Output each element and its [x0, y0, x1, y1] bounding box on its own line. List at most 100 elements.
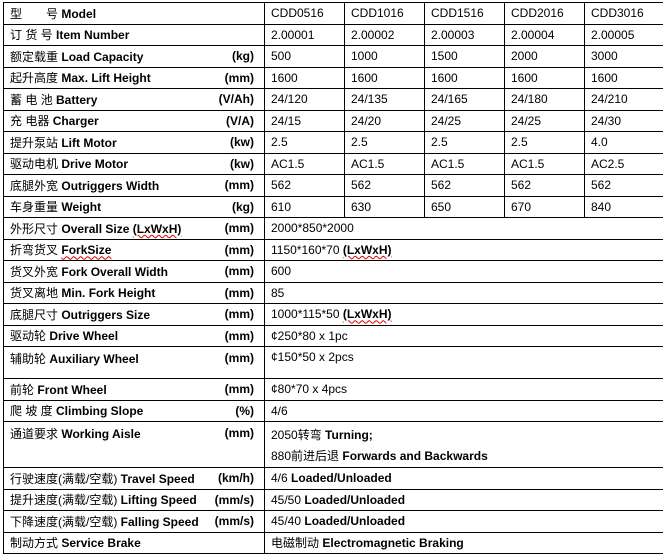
spec-label: 底腿尺寸 Outriggers Size(mm) [4, 304, 265, 326]
value-cell: ¢80*70 x 4pcs [265, 379, 663, 401]
value-cell: 45/40 Loaded/Unloaded [265, 511, 663, 533]
unit: (%) [235, 404, 254, 418]
value-cell: 1000*115*50 (LxWxH) [265, 304, 663, 326]
unit: (mm) [225, 71, 254, 85]
value-cell: 630 [345, 196, 425, 218]
table-row: 下降速度(满载/空载) Falling Speed(mm/s)45/40 Loa… [4, 511, 663, 533]
unit: (km/h) [218, 471, 254, 485]
value-cell: 24/120 [265, 89, 345, 111]
table-row: 货叉外宽 Fork Overall Width(mm)600 [4, 261, 663, 283]
value-cell: 24/180 [505, 89, 585, 111]
value-cell: 562 [265, 175, 345, 197]
spec-label: 起升高度 Max. Lift Height(mm) [4, 67, 265, 89]
table-row: 外形尺寸 Overall Size (LxWxH)(mm)2000*850*20… [4, 218, 663, 240]
spec-label: 货叉外宽 Fork Overall Width(mm) [4, 261, 265, 283]
unit: (mm) [225, 426, 254, 440]
value-cell: ¢150*50 x 2pcs [265, 347, 663, 379]
value-cell: 2.00005 [585, 24, 663, 46]
value-cell: 1600 [345, 67, 425, 89]
table-row: 折弯货叉 ForkSize(mm)1150*160*70 (LxWxH) [4, 239, 663, 261]
value-cell: 2050转弯 Turning;880前进后退 Forwards and Back… [265, 422, 663, 468]
value-cell: 24/30 [585, 110, 663, 132]
unit: (mm) [225, 286, 254, 300]
spec-label: 充 电器 Charger(V/A) [4, 110, 265, 132]
value-cell: 1600 [265, 67, 345, 89]
value-cell: 562 [585, 175, 663, 197]
value-cell: 2.5 [505, 132, 585, 154]
spec-label: 底腿外宽 Outriggers Width(mm) [4, 175, 265, 197]
unit: (mm) [225, 178, 254, 192]
spec-label: 蓄 电 池 Battery(V/Ah) [4, 89, 265, 111]
value-cell: 24/210 [585, 89, 663, 111]
spec-label: 下降速度(满载/空载) Falling Speed(mm/s) [4, 511, 265, 533]
value-cell: 4/6 Loaded/Unloaded [265, 468, 663, 490]
unit: (kw) [230, 135, 254, 149]
value-cell: 24/15 [265, 110, 345, 132]
value-cell: 2.00003 [425, 24, 505, 46]
value-cell: 电磁制动 Electromagnetic Braking [265, 532, 663, 554]
value-cell: 2.00004 [505, 24, 585, 46]
spec-label: 提升速度(满载/空载) Lifting Speed(mm/s) [4, 489, 265, 511]
value-cell: AC1.5 [425, 153, 505, 175]
spec-label: 辅助轮 Auxiliary Wheel(mm) [4, 347, 265, 379]
table-row: 底腿尺寸 Outriggers Size(mm)1000*115*50 (LxW… [4, 304, 663, 326]
value-cell: AC2.5 [585, 153, 663, 175]
value-cell: 2000*850*2000 [265, 218, 663, 240]
spec-label: 行驶速度(满载/空载) Travel Speed(km/h) [4, 468, 265, 490]
value-cell: 24/20 [345, 110, 425, 132]
value-cell: 562 [425, 175, 505, 197]
spec-label: 订 货 号 Item Number [4, 24, 265, 46]
table-row: 货叉离地 Min. Fork Height(mm)85 [4, 282, 663, 304]
value-cell: 2.5 [265, 132, 345, 154]
value-cell: ¢250*80 x 1pc [265, 325, 663, 347]
value-cell: 562 [505, 175, 585, 197]
table-row: 前轮 Front Wheel(mm)¢80*70 x 4pcs [4, 379, 663, 401]
value-cell: 2.00001 [265, 24, 345, 46]
spec-label: 车身重量 Weight(kg) [4, 196, 265, 218]
value-cell: CDD2016 [505, 3, 585, 25]
value-cell: 2000 [505, 46, 585, 68]
value-cell: 500 [265, 46, 345, 68]
unit: (mm) [225, 329, 254, 343]
unit: (mm) [225, 382, 254, 396]
value-cell: CDD1516 [425, 3, 505, 25]
value-cell: 1000 [345, 46, 425, 68]
value-cell: 24/165 [425, 89, 505, 111]
unit: (mm) [225, 351, 254, 365]
value-cell: 840 [585, 196, 663, 218]
value-cell: 670 [505, 196, 585, 218]
spec-label: 型 号 Model [4, 3, 265, 25]
value-cell: 650 [425, 196, 505, 218]
value-cell: 1150*160*70 (LxWxH) [265, 239, 663, 261]
unit: (V/A) [226, 114, 254, 128]
value-cell: 24/25 [505, 110, 585, 132]
spec-label: 提升泵站 Lift Motor(kw) [4, 132, 265, 154]
table-row: 行驶速度(满载/空载) Travel Speed(km/h)4/6 Loaded… [4, 468, 663, 490]
value-cell: 24/135 [345, 89, 425, 111]
spec-label: 前轮 Front Wheel(mm) [4, 379, 265, 401]
spec-label: 通道要求 Working Aisle(mm) [4, 422, 265, 468]
unit: (kw) [230, 157, 254, 171]
value-cell: 3000 [585, 46, 663, 68]
value-cell: 45/50 Loaded/Unloaded [265, 489, 663, 511]
unit: (mm/s) [215, 493, 254, 507]
value-cell: AC1.5 [505, 153, 585, 175]
spec-label: 外形尺寸 Overall Size (LxWxH)(mm) [4, 218, 265, 240]
value-cell: 1600 [505, 67, 585, 89]
value-cell: 600 [265, 261, 663, 283]
table-row: 爬 坡 度 Climbing Slope(%)4/6 [4, 400, 663, 422]
value-cell: 1600 [585, 67, 663, 89]
spec-label: 制动方式 Service Brake [4, 532, 265, 554]
unit: (mm/s) [215, 514, 254, 528]
spec-label: 货叉离地 Min. Fork Height(mm) [4, 282, 265, 304]
unit: (mm) [225, 221, 254, 235]
value-cell: AC1.5 [345, 153, 425, 175]
value-cell: 610 [265, 196, 345, 218]
